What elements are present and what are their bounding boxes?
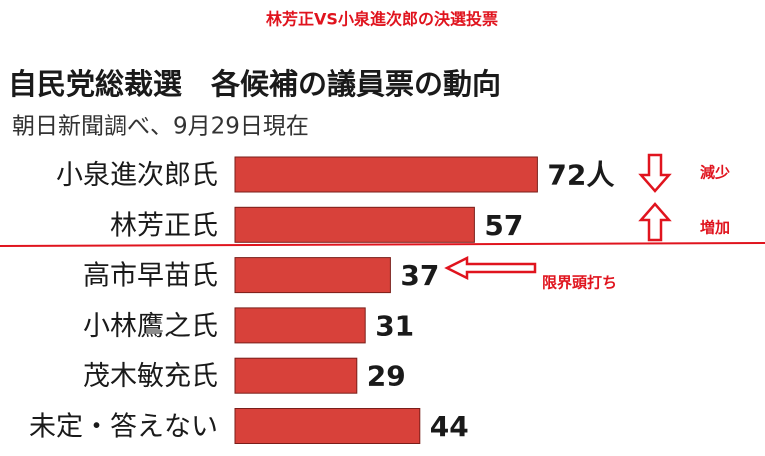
suptitle: 林芳正VS小泉進次郎の決選投票 xyxy=(266,10,498,29)
bar xyxy=(234,156,538,193)
category-label: 林芳正氏 xyxy=(110,210,218,241)
left-arrow xyxy=(444,255,537,281)
bar xyxy=(234,257,391,294)
annotation: 増加 xyxy=(700,219,730,237)
annotation: 減少 xyxy=(700,164,730,182)
category-label: 未定・答えない xyxy=(29,412,218,443)
down-arrow xyxy=(638,153,672,193)
up-arrow xyxy=(638,202,672,242)
value-label: 44 xyxy=(430,410,469,443)
value-label: 72人 xyxy=(547,159,614,192)
chart-title: 自民党総裁選 各候補の議員票の動向 xyxy=(8,67,501,101)
category-label: 小林鷹之氏 xyxy=(83,311,218,342)
bar xyxy=(234,357,358,394)
divider-line xyxy=(0,242,765,247)
category-label: 小泉進次郎氏 xyxy=(56,160,218,191)
value-label: 29 xyxy=(367,360,406,393)
value-label: 37 xyxy=(400,259,439,292)
chart-subtitle: 朝日新聞調べ、9月29日現在 xyxy=(12,114,309,140)
category-label: 高市早苗氏 xyxy=(83,261,218,292)
category-label: 茂木敏充氏 xyxy=(83,361,218,392)
annotation: 限界頭打ち xyxy=(542,274,617,292)
bar xyxy=(234,408,421,444)
bar xyxy=(234,206,475,243)
bar xyxy=(234,307,366,344)
value-label: 57 xyxy=(484,209,523,242)
value-label: 31 xyxy=(375,309,414,342)
